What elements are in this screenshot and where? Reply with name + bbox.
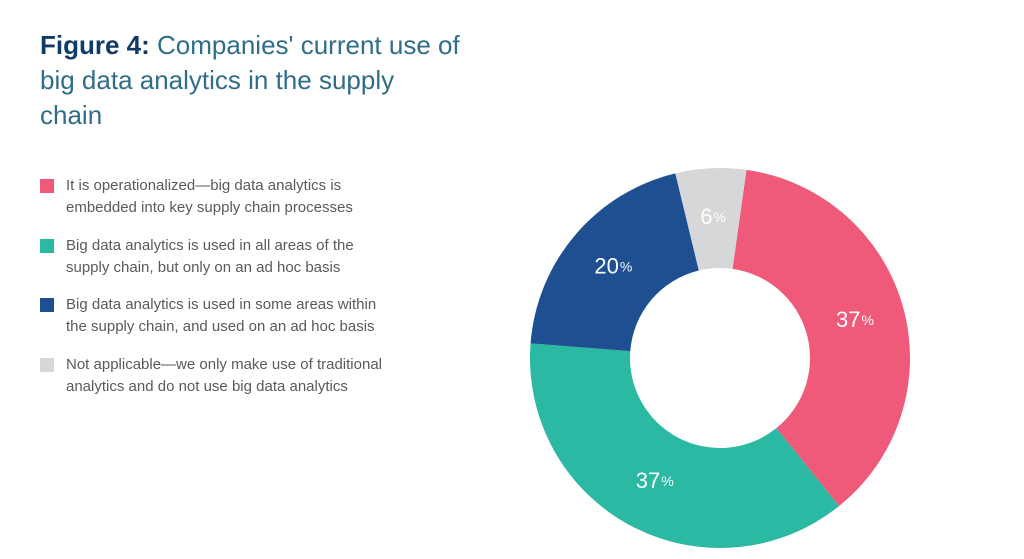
right-column: 37%37%20%6% <box>480 28 984 539</box>
legend-item-not-applicable: Not applicable—we only make use of tradi… <box>40 354 460 398</box>
legend-swatch-some-areas-adhoc <box>40 298 54 312</box>
left-column: Figure 4: Companies' current use of big … <box>40 28 480 539</box>
legend-swatch-operationalized <box>40 179 54 193</box>
legend-item-operationalized: It is operationalized—big data analytics… <box>40 175 460 219</box>
legend-item-some-areas-adhoc: Big data analytics is used in some areas… <box>40 294 460 338</box>
legend-text-operationalized: It is operationalized—big data analytics… <box>66 175 396 219</box>
legend-swatch-not-applicable <box>40 358 54 372</box>
legend-text-not-applicable: Not applicable—we only make use of tradi… <box>66 354 396 398</box>
donut-chart: 37%37%20%6% <box>510 158 930 559</box>
figure-label: Figure 4: <box>40 30 150 60</box>
legend-item-all-areas-adhoc: Big data analytics is used in all areas … <box>40 235 460 279</box>
donut-svg: 37%37%20%6% <box>510 158 930 559</box>
legend-text-all-areas-adhoc: Big data analytics is used in all areas … <box>66 235 396 279</box>
legend-text-some-areas-adhoc: Big data analytics is used in some areas… <box>66 294 396 338</box>
legend-list: It is operationalized—big data analytics… <box>40 175 460 397</box>
legend-swatch-all-areas-adhoc <box>40 239 54 253</box>
figure-container: Figure 4: Companies' current use of big … <box>0 0 1024 559</box>
figure-title: Figure 4: Companies' current use of big … <box>40 28 460 133</box>
